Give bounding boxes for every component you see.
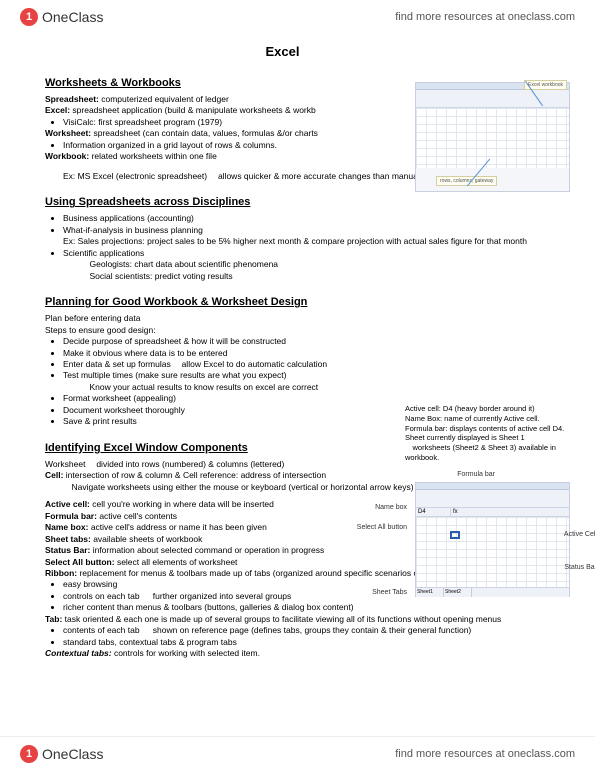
list-item: richer content than menus & toolbars (bu… — [63, 602, 560, 613]
list-item: What-if-analysis in business planning — [63, 225, 560, 236]
section-heading-disciplines: Using Spreadsheets across Disciplines — [45, 196, 560, 208]
logo-icon: 1 — [20, 745, 38, 763]
annot-line: Active cell: D4 (heavy border around it) — [405, 404, 570, 414]
callout-status-bar: Status Bar — [564, 564, 595, 571]
text-line: Geologists: chart data about scientific … — [81, 259, 560, 270]
section-heading-planning: Planning for Good Workbook & Worksheet D… — [45, 296, 560, 308]
annot-line: Formula bar: displays contents of active… — [405, 424, 570, 434]
callout-formula-bar: Formula bar — [457, 471, 495, 478]
list-item: Make it obvious where data is to be ente… — [63, 348, 560, 359]
thumb-sheet-tab: Sheet1 — [416, 588, 444, 597]
excel-screenshot-mid: D4 fx Sheet1 Sheet2 — [415, 482, 570, 597]
brand-logo: 1 OneClass — [20, 8, 103, 26]
thumb-name-box: D4 — [416, 508, 451, 516]
text-line: Contextual tabs: controls for working wi… — [45, 648, 560, 659]
doc-title: Excel — [5, 44, 560, 59]
list-item: Enter data & set up formulas allow Excel… — [63, 359, 560, 370]
thumb-formula-bar: fx — [451, 508, 569, 516]
text-line: Ex: Sales projections: project sales to … — [63, 236, 560, 247]
brand-logo-footer: 1 OneClass — [20, 745, 103, 763]
annot-line: Name Box: name of currently Active cell. — [405, 414, 570, 424]
text-line: Steps to ensure good design: — [45, 325, 560, 336]
callout-select-all: Select All button — [357, 524, 407, 531]
text-line: Social scientists: predict voting result… — [81, 271, 560, 282]
callout-sheet-tabs: Sheet Tabs — [372, 589, 407, 596]
bullet-list: contents of each tab shown on reference … — [45, 625, 560, 648]
callout-name-box: Name box — [375, 504, 407, 511]
text-line: Plan before entering data — [45, 313, 560, 324]
bullet-list: Scientific applications — [45, 248, 560, 259]
document-body: Excel Excel workbook rows, columns, gate… — [0, 34, 595, 700]
list-item: standard tabs, contextual tabs & program… — [63, 637, 560, 648]
footer-link[interactable]: find more resources at oneclass.com — [395, 748, 575, 760]
list-item: Test multiple times (make sure results a… — [63, 370, 560, 381]
excel-screenshot-top: Excel workbook rows, columns, gateway — [415, 82, 570, 192]
bullet-list: Decide purpose of spreadsheet & how it w… — [45, 336, 560, 382]
list-item: Scientific applications — [63, 248, 560, 259]
logo-text: OneClass — [42, 746, 103, 762]
text-line: Tab: task oriented & each one is made up… — [45, 614, 560, 625]
header-link[interactable]: find more resources at oneclass.com — [395, 11, 575, 23]
page-header: 1 OneClass find more resources at onecla… — [0, 0, 595, 34]
list-item: Business applications (accounting) — [63, 213, 560, 224]
annot-line: Sheet currently displayed is Sheet 1 — [405, 433, 570, 443]
bullet-list: Business applications (accounting) What-… — [45, 213, 560, 236]
callout-active-cell: Active Cell — [564, 531, 595, 538]
annot-line: worksheets (Sheet2 & Sheet 3) available … — [405, 443, 570, 463]
logo-text: OneClass — [42, 9, 103, 25]
page-footer: 1 OneClass find more resources at onecla… — [0, 736, 595, 770]
thumb-active-cell — [450, 531, 460, 539]
text-line: Know your actual results to know results… — [81, 382, 560, 393]
side-annotation: Active cell: D4 (heavy border around it)… — [405, 404, 570, 463]
list-item: contents of each tab shown on reference … — [63, 625, 560, 636]
list-item: Decide purpose of spreadsheet & how it w… — [63, 336, 560, 347]
logo-icon: 1 — [20, 8, 38, 26]
